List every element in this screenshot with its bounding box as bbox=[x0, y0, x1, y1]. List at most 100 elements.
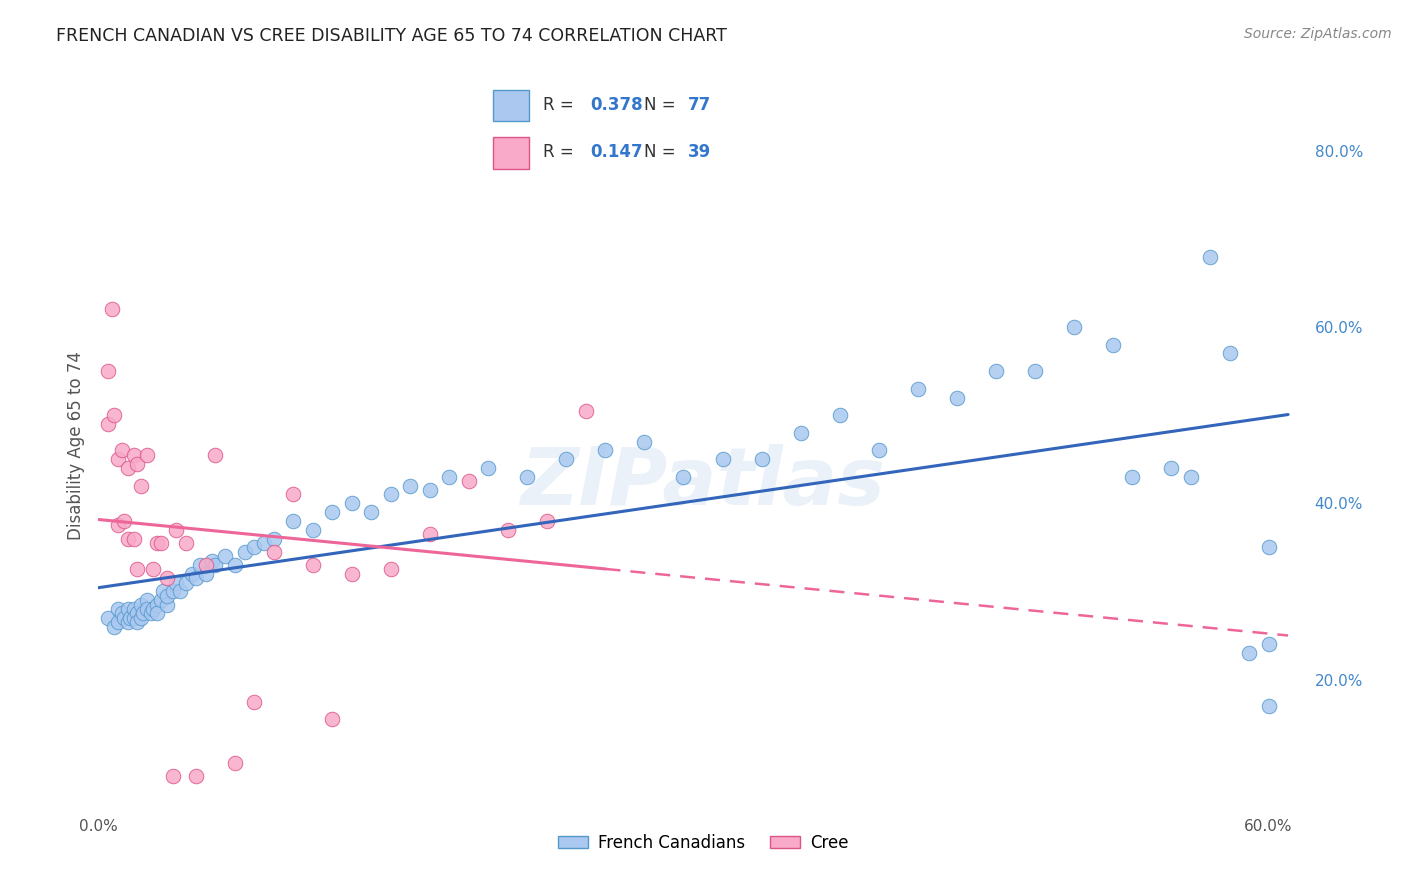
Point bbox=[127, 607, 149, 621]
Point bbox=[112, 514, 135, 528]
Point bbox=[380, 562, 402, 576]
Point bbox=[828, 408, 851, 422]
Point bbox=[1199, 250, 1222, 264]
Point bbox=[204, 558, 226, 572]
Point bbox=[136, 602, 159, 616]
Point bbox=[907, 382, 929, 396]
Point bbox=[263, 532, 285, 546]
Point bbox=[118, 611, 141, 625]
Point bbox=[146, 598, 169, 612]
Point bbox=[458, 475, 481, 489]
Point bbox=[107, 518, 129, 533]
Point bbox=[146, 607, 169, 621]
Point bbox=[174, 575, 197, 590]
Point bbox=[156, 571, 179, 585]
Point bbox=[204, 448, 226, 462]
Point bbox=[536, 514, 558, 528]
Point bbox=[496, 523, 519, 537]
Point bbox=[117, 602, 139, 616]
Point bbox=[243, 695, 266, 709]
Point bbox=[142, 602, 165, 616]
Point bbox=[165, 523, 187, 537]
Point bbox=[136, 448, 159, 462]
Point bbox=[214, 549, 236, 563]
Text: 77: 77 bbox=[688, 96, 711, 114]
Point bbox=[169, 584, 191, 599]
Point bbox=[184, 769, 207, 783]
Point bbox=[188, 558, 211, 572]
Text: 39: 39 bbox=[688, 144, 711, 161]
Point bbox=[224, 756, 246, 771]
Point bbox=[117, 615, 139, 630]
Point bbox=[555, 452, 578, 467]
Point bbox=[184, 571, 207, 585]
Point bbox=[595, 443, 617, 458]
Point bbox=[224, 558, 246, 572]
Point bbox=[156, 598, 179, 612]
Text: 0.378: 0.378 bbox=[591, 96, 644, 114]
Point bbox=[165, 575, 187, 590]
Point bbox=[340, 496, 363, 510]
Point bbox=[984, 364, 1007, 378]
Point bbox=[1024, 364, 1046, 378]
Bar bbox=[494, 90, 529, 121]
Point bbox=[633, 434, 655, 449]
Point bbox=[122, 448, 145, 462]
Text: R =: R = bbox=[543, 144, 579, 161]
Point bbox=[127, 457, 149, 471]
Point bbox=[117, 461, 139, 475]
Point bbox=[1101, 337, 1123, 351]
Point bbox=[112, 611, 135, 625]
Point bbox=[672, 470, 695, 484]
Point bbox=[360, 505, 382, 519]
Point bbox=[868, 443, 890, 458]
Point bbox=[200, 553, 222, 567]
Text: R =: R = bbox=[543, 96, 579, 114]
Point bbox=[575, 403, 598, 417]
Point bbox=[181, 566, 204, 581]
Point bbox=[149, 536, 172, 550]
Point bbox=[131, 478, 153, 492]
Point bbox=[139, 607, 162, 621]
Point bbox=[302, 523, 325, 537]
Text: N =: N = bbox=[644, 96, 681, 114]
Point bbox=[477, 461, 499, 475]
Point bbox=[302, 558, 325, 572]
Point bbox=[142, 562, 165, 576]
Point bbox=[97, 364, 120, 378]
Point bbox=[321, 712, 343, 726]
Point bbox=[1257, 541, 1279, 555]
Bar bbox=[494, 137, 529, 169]
Point bbox=[103, 620, 125, 634]
Point bbox=[122, 532, 145, 546]
Point bbox=[127, 615, 149, 630]
Point bbox=[149, 593, 172, 607]
Point bbox=[1160, 461, 1182, 475]
Point bbox=[380, 487, 402, 501]
Point bbox=[283, 487, 305, 501]
Point bbox=[1257, 637, 1279, 651]
Point bbox=[945, 391, 967, 405]
Point bbox=[1180, 470, 1202, 484]
Point bbox=[111, 607, 134, 621]
Point bbox=[751, 452, 773, 467]
Point bbox=[97, 611, 120, 625]
Point bbox=[233, 545, 256, 559]
Point bbox=[253, 536, 276, 550]
Point bbox=[127, 562, 149, 576]
Point bbox=[111, 443, 134, 458]
Point bbox=[107, 452, 129, 467]
Point bbox=[1257, 698, 1279, 713]
Text: ZIPatlas: ZIPatlas bbox=[520, 443, 886, 522]
Y-axis label: Disability Age 65 to 74: Disability Age 65 to 74 bbox=[66, 351, 84, 541]
Point bbox=[122, 611, 145, 625]
Point bbox=[162, 769, 184, 783]
Point bbox=[1121, 470, 1143, 484]
Legend: French Canadians, Cree: French Canadians, Cree bbox=[551, 827, 855, 858]
Point bbox=[321, 505, 343, 519]
Point bbox=[419, 483, 441, 497]
Point bbox=[156, 589, 179, 603]
Point bbox=[101, 302, 124, 317]
Point bbox=[283, 514, 305, 528]
Point bbox=[152, 584, 174, 599]
